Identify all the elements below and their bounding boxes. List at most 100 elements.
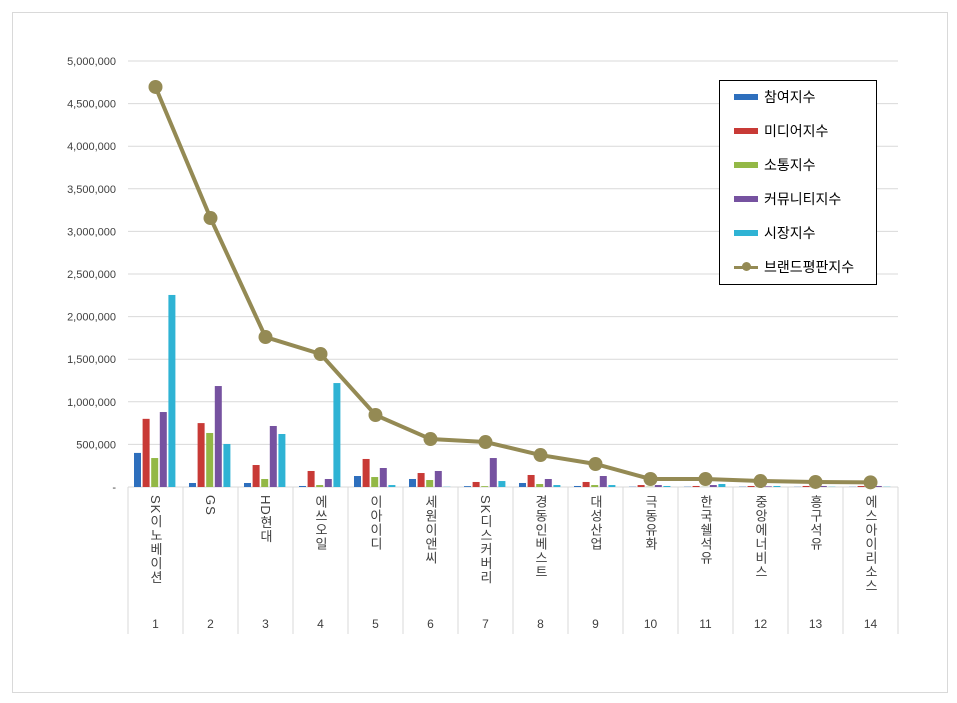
bar-커뮤니티지수 [819, 485, 827, 487]
bar-미디어지수 [362, 458, 370, 487]
category-text: 세원이앤씨 [423, 495, 438, 565]
legend: 참여지수 미디어지수 소통지수 커뮤니티지수 시장지수 브랜드평판지수 [719, 80, 877, 285]
line-point [808, 474, 823, 489]
x-category-label: 이아이디 [348, 495, 403, 551]
line-point [313, 347, 328, 362]
bar-미디어지수 [802, 485, 810, 487]
category-text: 대성산업 [588, 495, 603, 551]
legend-item: 소통지수 [734, 155, 816, 175]
legend-swatch [734, 262, 758, 271]
line-point [588, 456, 603, 471]
line-point [368, 408, 383, 423]
y-tick-label: 4,000,000 [67, 141, 116, 153]
bar-커뮤니티지수 [709, 485, 717, 487]
bar-커뮤니티지수 [214, 386, 222, 487]
x-rank-label: 4 [317, 617, 324, 631]
legend-label: 브랜드평판지수 [764, 259, 855, 275]
bar-소통지수 [261, 478, 269, 487]
y-tick-label: 2,500,000 [67, 269, 116, 281]
bar-참여지수 [354, 476, 361, 487]
legend-swatch [734, 128, 758, 134]
legend-label: 소통지수 [764, 157, 816, 173]
line-point [258, 330, 273, 345]
category-text: 한국쉘석유 [698, 495, 713, 565]
bar-참여지수 [409, 478, 416, 487]
bar-커뮤니티지수 [599, 476, 607, 487]
bar-미디어지수 [582, 481, 590, 487]
bar-참여지수 [464, 486, 471, 487]
bar-소통지수 [206, 432, 214, 487]
line-point [643, 471, 658, 486]
bar-미디어지수 [857, 485, 865, 487]
legend-swatch [734, 230, 758, 236]
x-rank-label: 11 [699, 617, 712, 631]
x-category-label: 경동인베스트 [513, 495, 568, 579]
bar-미디어지수 [747, 485, 755, 487]
line-point [423, 432, 438, 447]
bar-소통지수 [151, 458, 159, 487]
legend-swatch [734, 196, 758, 202]
line-point [533, 448, 548, 463]
y-tick-label: 3,000,000 [67, 226, 116, 238]
bar-참여지수 [244, 482, 251, 487]
bar-시장지수 [608, 485, 616, 487]
category-text: SK디스커버리 [478, 495, 493, 585]
bar-커뮤니티지수 [654, 485, 662, 487]
x-rank-label: 14 [863, 617, 878, 631]
legend-item: 시장지수 [734, 223, 816, 243]
bar-커뮤니티지수 [434, 470, 442, 487]
bar-커뮤니티지수 [874, 485, 882, 487]
x-category-label: 중앙에너비스 [733, 495, 788, 579]
bar-미디어지수 [527, 474, 535, 487]
bar-시장지수 [168, 294, 176, 487]
bar-소통지수 [316, 485, 324, 487]
bar-커뮤니티지수 [159, 412, 167, 487]
bar-시장지수 [773, 485, 781, 487]
line-point [148, 79, 163, 94]
bar-시장지수 [718, 484, 726, 487]
category-text: 에스아이리소스 [863, 495, 878, 593]
bar-커뮤니티지수 [764, 486, 772, 487]
x-category-label: 세원이앤씨 [403, 495, 458, 565]
y-tick-label: - [112, 482, 116, 494]
category-text: 경동인베스트 [533, 495, 548, 579]
bar-미디어지수 [307, 470, 315, 487]
bar-커뮤니티지수 [269, 425, 277, 487]
x-rank-label: 12 [753, 617, 768, 631]
bar-참여지수 [134, 452, 141, 487]
bar-참여지수 [574, 485, 581, 487]
y-tick-label: 5,000,000 [67, 56, 116, 68]
chart-frame [12, 12, 948, 693]
line-point [753, 474, 768, 489]
bar-미디어지수 [637, 485, 645, 487]
x-category-label: HD현대 [238, 495, 293, 544]
bar-소통지수 [591, 485, 599, 487]
bar-참여지수 [189, 482, 196, 487]
bar-미디어지수 [197, 423, 205, 487]
bar-소통지수 [371, 477, 379, 487]
y-tick-label: 1,500,000 [67, 354, 116, 366]
y-tick-label: 2,000,000 [67, 312, 116, 324]
category-text: GS [203, 495, 218, 516]
line-point [203, 211, 218, 226]
bar-소통지수 [426, 480, 434, 487]
bar-소통지수 [536, 484, 544, 487]
x-rank-label: 7 [482, 617, 489, 631]
bar-시장지수 [553, 485, 561, 487]
bar-참여지수 [519, 482, 526, 487]
x-category-label: 흥구석유 [788, 495, 843, 551]
x-category-label: 대성산업 [568, 495, 623, 551]
x-category-label: 에스아이리소스 [843, 495, 898, 593]
x-rank-label: 10 [643, 617, 658, 631]
x-category-label: GS [183, 495, 238, 516]
x-category-label: 극동유화 [623, 495, 678, 551]
legend-marker [742, 262, 751, 271]
bar-미디어지수 [472, 481, 480, 487]
line-브랜드평판지수 [153, 86, 871, 485]
legend-label: 미디어지수 [764, 123, 829, 139]
x-rank-label: 6 [427, 617, 434, 631]
legend-swatch [734, 94, 758, 100]
legend-item: 미디어지수 [734, 121, 828, 141]
x-rank-label: 9 [592, 617, 599, 631]
